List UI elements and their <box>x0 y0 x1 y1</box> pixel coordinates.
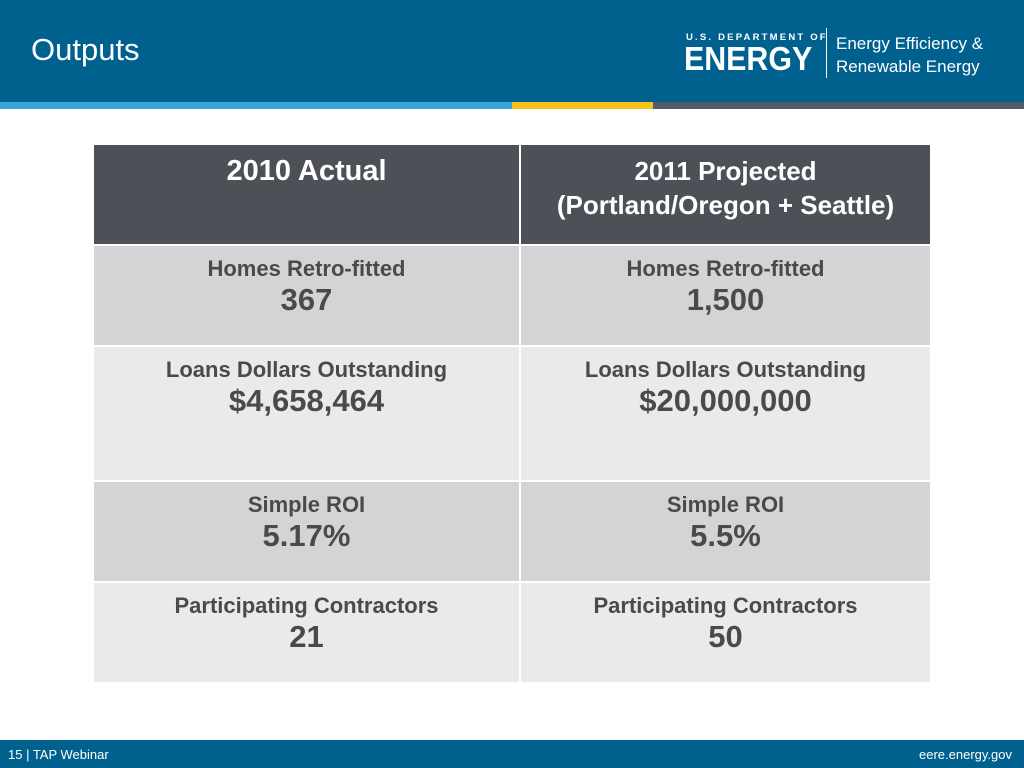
table-cell: Loans Dollars Outstanding $4,658,464 <box>94 347 519 480</box>
cell-label: Loans Dollars Outstanding <box>584 357 867 382</box>
header-bar: Outputs U.S. DEPARTMENT OF ENERGY Energy… <box>0 0 1024 102</box>
outputs-table: 2010 Actual 2011 Projected (Portland/Ore… <box>94 145 930 682</box>
accent-stripe-blue <box>0 102 512 109</box>
cell-value: 21 <box>289 619 324 654</box>
table-cell: Simple ROI 5.5% <box>521 482 930 581</box>
cell-value: $4,658,464 <box>228 383 385 418</box>
cell-value: $20,000,000 <box>639 383 812 418</box>
header-2011-line1: 2011 Projected <box>634 156 817 186</box>
cell-label: Loans Dollars Outstanding <box>165 357 448 382</box>
logo-energy-wordmark: ENERGY <box>684 40 813 77</box>
accent-stripe-yellow <box>512 102 653 109</box>
table-cell: Participating Contractors 50 <box>521 583 930 682</box>
footer-website-link[interactable]: eere.energy.gov <box>919 747 1012 762</box>
header-2010-text: 2010 Actual <box>226 155 387 187</box>
footer-slide-info: 15 | TAP Webinar <box>8 747 109 762</box>
header-2011-text: 2011 Projected (Portland/Oregon + Seattl… <box>521 145 930 222</box>
cell-value: 50 <box>708 619 743 654</box>
cell-label: Homes Retro-fitted <box>626 256 825 281</box>
cell-value: 367 <box>280 282 333 317</box>
cell-label: Participating Contractors <box>593 593 858 618</box>
cell-label: Simple ROI <box>247 492 366 517</box>
table-cell: Homes Retro-fitted 1,500 <box>521 246 930 345</box>
footer-bar: 15 | TAP Webinar eere.energy.gov <box>0 740 1024 768</box>
logo-office-line1: Energy Efficiency & <box>836 34 984 53</box>
cell-value: 5.17% <box>262 518 351 553</box>
cell-label: Homes Retro-fitted <box>207 256 406 281</box>
logo-office-line2: Renewable Energy <box>836 57 980 76</box>
cell-label: Simple ROI <box>666 492 785 517</box>
cell-label: Participating Contractors <box>174 593 439 618</box>
cell-value: 5.5% <box>690 518 761 553</box>
table-header-2011: 2011 Projected (Portland/Oregon + Seattl… <box>521 145 930 244</box>
table-cell: Loans Dollars Outstanding $20,000,000 <box>521 347 930 480</box>
accent-stripe-gray <box>653 102 1024 109</box>
logo-department-text: U.S. DEPARTMENT OF <box>686 32 828 43</box>
table-header-2010: 2010 Actual <box>94 145 519 244</box>
cell-value: 1,500 <box>686 282 765 317</box>
logo-office-name: Energy Efficiency & Renewable Energy <box>836 32 983 78</box>
header-2011-line2: (Portland/Oregon + Seattle) <box>556 190 895 220</box>
logo-divider <box>826 28 827 78</box>
table-cell: Participating Contractors 21 <box>94 583 519 682</box>
table-cell: Homes Retro-fitted 367 <box>94 246 519 345</box>
table-cell: Simple ROI 5.17% <box>94 482 519 581</box>
page-title: Outputs <box>31 32 140 67</box>
